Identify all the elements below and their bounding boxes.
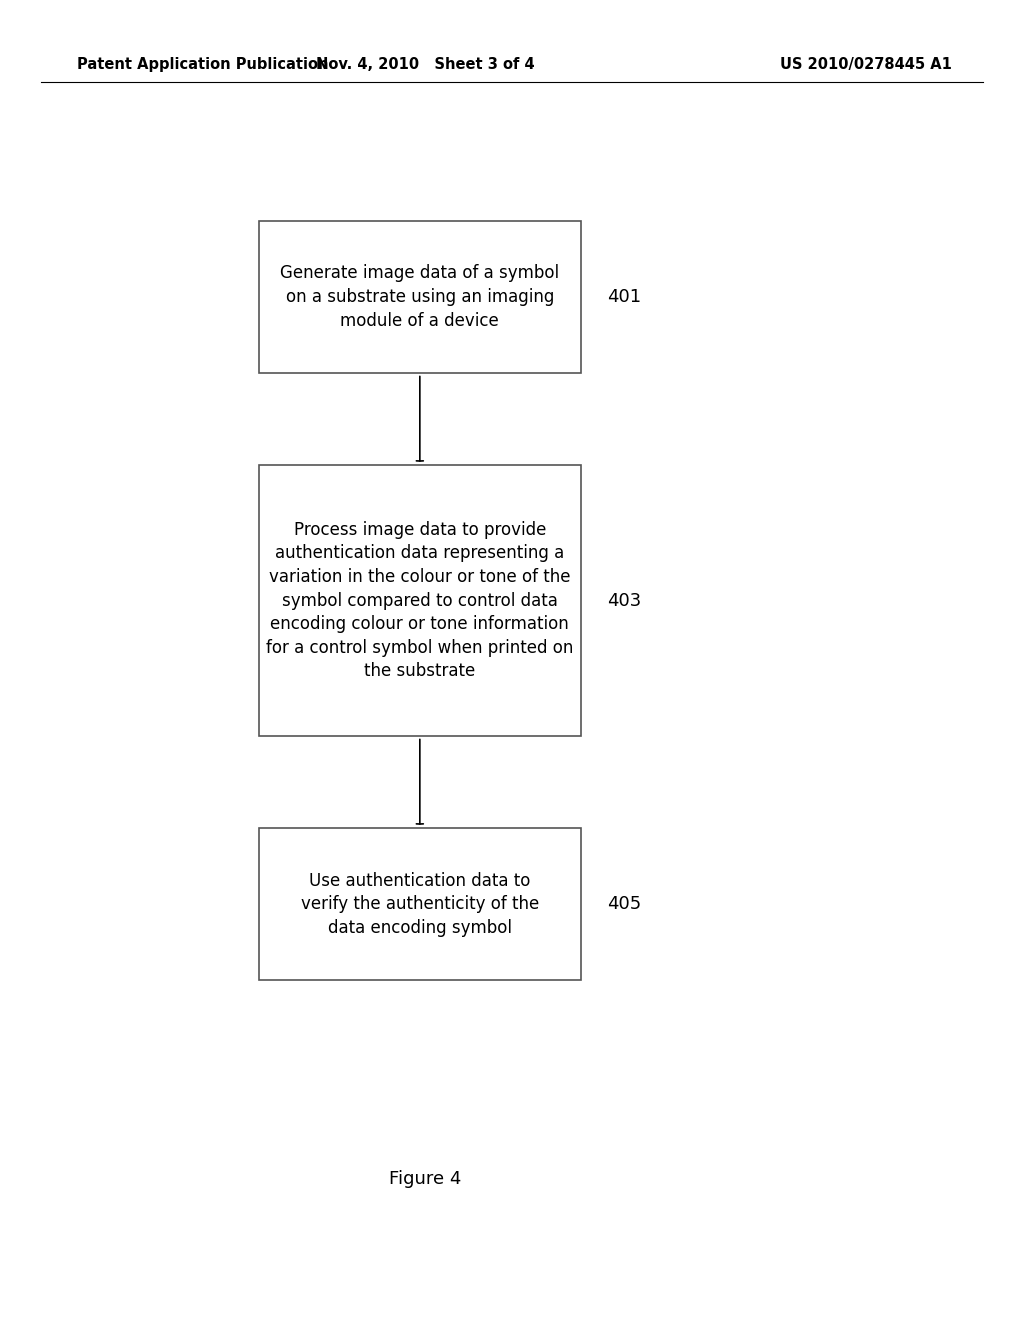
Text: 401: 401	[606, 288, 641, 306]
Text: Patent Application Publication: Patent Application Publication	[77, 57, 329, 73]
Text: Use authentication data to
verify the authenticity of the
data encoding symbol: Use authentication data to verify the au…	[301, 871, 539, 937]
Text: Figure 4: Figure 4	[389, 1170, 461, 1188]
Text: Generate image data of a symbol
on a substrate using an imaging
module of a devi: Generate image data of a symbol on a sub…	[281, 264, 559, 330]
Bar	[258, 465, 581, 737]
Text: 403: 403	[606, 591, 641, 610]
Text: Process image data to provide
authentication data representing a
variation in th: Process image data to provide authentica…	[266, 521, 573, 680]
Text: 405: 405	[606, 895, 641, 913]
Text: Nov. 4, 2010   Sheet 3 of 4: Nov. 4, 2010 Sheet 3 of 4	[315, 57, 535, 73]
Bar	[258, 829, 581, 979]
Text: US 2010/0278445 A1: US 2010/0278445 A1	[780, 57, 952, 73]
Bar	[258, 220, 581, 372]
